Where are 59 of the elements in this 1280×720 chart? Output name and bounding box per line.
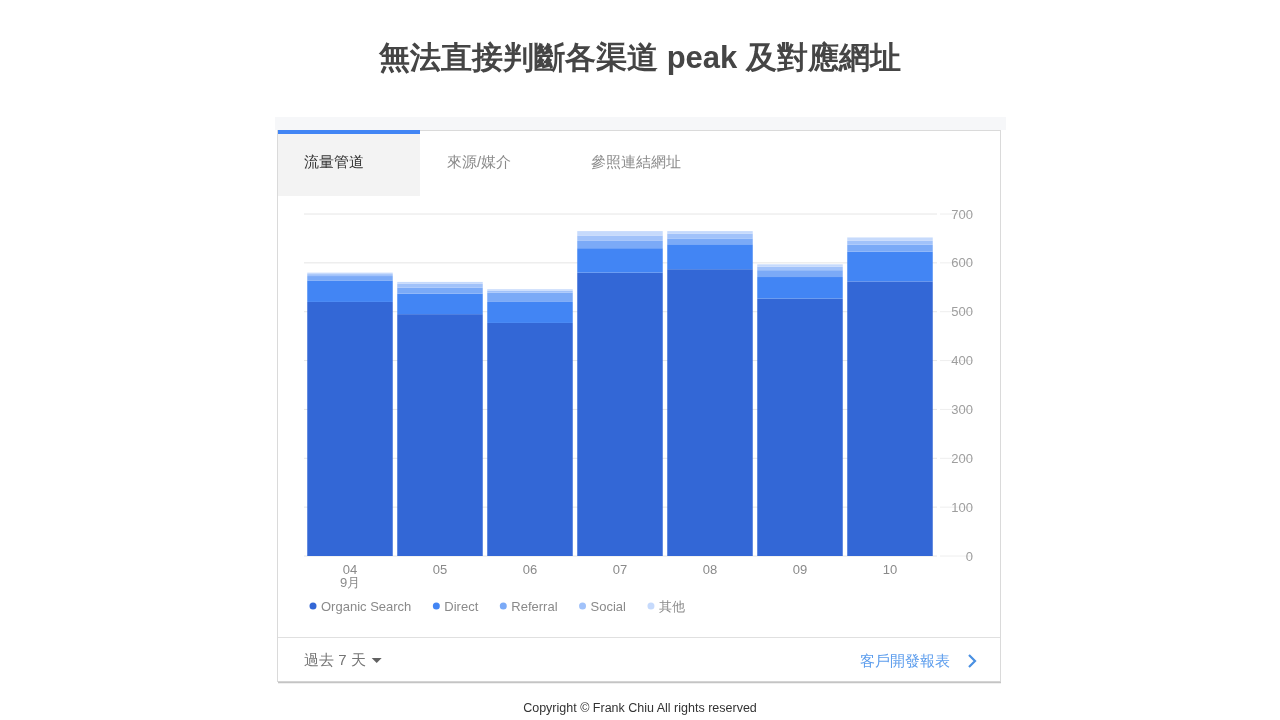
x-tick-label: 04 9月 bbox=[339, 562, 361, 590]
x-tick-label: 07 bbox=[612, 562, 628, 577]
y-tick-label: 600 bbox=[951, 255, 973, 271]
text: Copyright © Frank Chiu All rights reserved bbox=[523, 701, 757, 715]
legend-item: Referral bbox=[499, 598, 558, 614]
legend-label: Referral bbox=[511, 598, 558, 614]
y-tick-label: 500 bbox=[951, 304, 973, 320]
bar bbox=[397, 287, 483, 294]
y-tick-label: 100 bbox=[951, 499, 973, 515]
bar bbox=[757, 270, 843, 278]
bar bbox=[757, 264, 843, 267]
bar bbox=[577, 231, 663, 236]
bar bbox=[847, 240, 933, 245]
x-tick-label: 06 bbox=[522, 562, 538, 577]
chart-title: 無法直接判斷各渠道 peak 及對應網址 bbox=[378, 40, 901, 75]
legend-label: 其他 bbox=[658, 598, 685, 614]
text: 過去 7 天 bbox=[304, 651, 366, 668]
legend-label: Social bbox=[590, 598, 627, 614]
y-tick-label: 200 bbox=[951, 450, 973, 466]
bar bbox=[487, 301, 573, 323]
bar bbox=[487, 292, 573, 302]
bar bbox=[577, 272, 663, 556]
legend-item: Social bbox=[579, 598, 626, 614]
y-tick-label: 0 bbox=[965, 548, 973, 564]
x-tick-label: 10 bbox=[882, 562, 898, 577]
bar bbox=[847, 237, 933, 241]
x-tick-label: 09 bbox=[792, 562, 808, 577]
legend-item: Direct bbox=[432, 598, 479, 614]
bar bbox=[667, 269, 753, 556]
bar bbox=[667, 231, 753, 234]
bar bbox=[757, 298, 843, 556]
bar bbox=[487, 322, 573, 556]
bar bbox=[757, 277, 843, 299]
bar bbox=[577, 240, 663, 249]
bar bbox=[397, 293, 483, 315]
legend-item: Organic Search bbox=[309, 598, 412, 614]
bar bbox=[577, 235, 663, 241]
bar bbox=[667, 238, 753, 245]
text: 來源/媒介 bbox=[447, 153, 512, 170]
bar bbox=[847, 244, 933, 252]
bar bbox=[667, 244, 753, 270]
bar bbox=[307, 276, 393, 281]
legend-item: 其他 bbox=[647, 598, 685, 614]
bar bbox=[847, 281, 933, 556]
y-tick-label: 700 bbox=[951, 206, 973, 222]
bar bbox=[307, 301, 393, 556]
legend-label: Direct bbox=[444, 598, 479, 614]
text: 客戶開發報表 bbox=[860, 652, 950, 669]
bar bbox=[307, 280, 393, 302]
bar bbox=[847, 251, 933, 282]
bar bbox=[577, 248, 663, 273]
text: 參照連結網址 bbox=[591, 153, 681, 170]
bar bbox=[397, 314, 483, 556]
x-tick-label: 05 bbox=[432, 562, 448, 577]
bar bbox=[397, 283, 483, 288]
x-tick-label: 08 bbox=[702, 562, 718, 577]
y-tick-label: 400 bbox=[951, 353, 973, 369]
text: 流量管道 bbox=[304, 153, 364, 170]
y-tick-label: 300 bbox=[951, 401, 973, 417]
